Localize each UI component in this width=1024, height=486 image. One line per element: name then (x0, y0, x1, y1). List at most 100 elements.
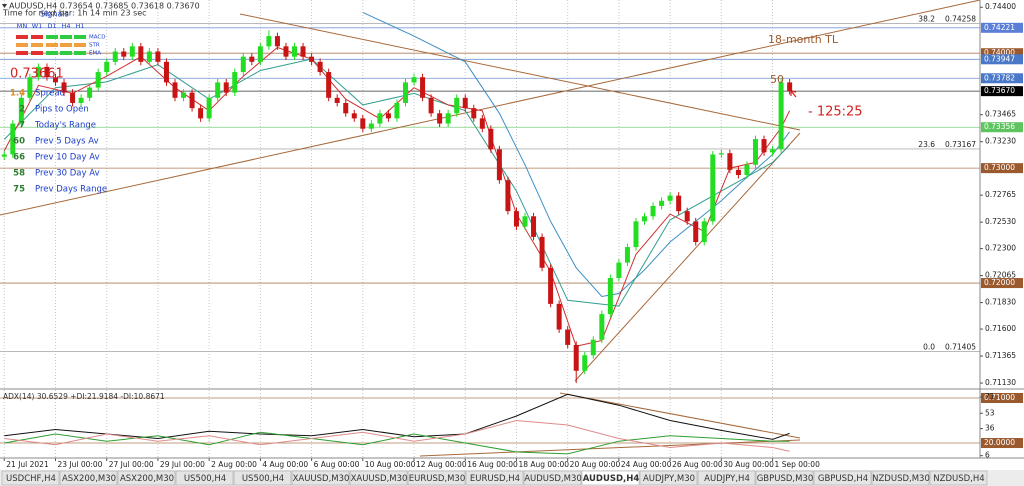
tab-label[interactable]: GBPUSD,M30 (757, 474, 814, 484)
candle-body (659, 200, 665, 206)
tab[interactable] (639, 470, 698, 486)
tab[interactable] (349, 470, 408, 486)
tab[interactable] (59, 470, 118, 486)
level-box (981, 392, 1023, 403)
tab[interactable] (813, 470, 872, 486)
tab-label[interactable]: NZDUSD,M30 (872, 474, 930, 484)
fib-price-label: 0.73167 (945, 140, 976, 149)
candle-body (727, 153, 733, 170)
candle-body (573, 344, 579, 371)
y-tick-label: 36 (985, 424, 995, 433)
tab-label[interactable]: AUDJPY,H4 (704, 474, 750, 484)
annotation: 0.73661 (10, 67, 64, 82)
tab-label[interactable]: USDCHF,H4 (6, 474, 56, 484)
tab-label[interactable]: US500,H4 (184, 474, 226, 484)
level-box (981, 48, 1023, 59)
annotation: 50 (770, 73, 784, 86)
tab[interactable] (407, 470, 466, 486)
candle-body (752, 139, 758, 165)
candle-body (539, 236, 545, 268)
stat-label: Prev Days Range (35, 185, 107, 195)
candle-body (513, 211, 519, 227)
tab[interactable] (755, 470, 814, 486)
tab-label[interactable]: XAUUSD,M30 (351, 474, 408, 484)
signal-cell (60, 43, 72, 47)
tab-label[interactable]: ASX200,M30 (120, 474, 174, 484)
tab[interactable] (117, 470, 176, 486)
tab[interactable] (233, 470, 292, 486)
y-tick-label: 6 (985, 451, 990, 460)
trendline-18-month (0, 0, 981, 216)
stat-label: Spread (35, 89, 65, 99)
stat-label: Prev 5 Days Av (35, 137, 99, 147)
tab-label[interactable]: GBPUSD,H4 (818, 474, 868, 484)
candle-body (155, 51, 161, 62)
candle-body (744, 164, 750, 176)
tab[interactable] (697, 470, 756, 486)
signal-indicator: MACD (89, 35, 106, 41)
tab-label[interactable]: NZDUSD,H4 (933, 474, 984, 484)
trendline-descending (239, 13, 801, 131)
tab-label[interactable]: EURUSD,H4 (470, 474, 520, 484)
candle-body (61, 82, 67, 93)
candle-body (18, 97, 24, 124)
candle-body (343, 102, 349, 114)
candle-body (676, 195, 682, 212)
signal-indicator: EMA (89, 51, 101, 57)
y-tick-label: 0.71600 (985, 324, 1016, 333)
x-tick-label: 26 Aug 00:00 (672, 460, 723, 469)
x-tick-label: 30 Aug 00:00 (723, 460, 774, 469)
y-tick-label: 71 (985, 392, 995, 401)
tab[interactable] (581, 470, 640, 486)
signal-indicator: STR (89, 43, 100, 49)
tab[interactable] (523, 470, 582, 486)
tab-label[interactable]: AUDUSD,M30 (524, 474, 582, 484)
level-label: 0.73670 (984, 86, 1015, 95)
signal-cell (31, 35, 43, 39)
x-tick-label: 27 Jul 00:00 (109, 460, 154, 469)
candle-body (556, 303, 562, 330)
indicator-title: ADX(14) 30.6529 +DI:21.9184 -DI:10.8671 (3, 392, 165, 401)
signal-timeframe: MN (17, 22, 28, 30)
candle-body (616, 262, 622, 279)
candle-body (565, 329, 571, 345)
candle-body (300, 46, 306, 57)
candle-body (70, 92, 76, 103)
tab[interactable] (291, 470, 350, 486)
tab-label[interactable]: ASX200,M30 (62, 474, 116, 484)
tab[interactable] (1, 470, 60, 486)
candle-body (138, 46, 144, 62)
x-tick-label: 1 Sep 00:00 (775, 460, 821, 469)
tab-label[interactable]: XAUUSD,M30 (293, 474, 350, 484)
fib-price-label: 0.74258 (945, 15, 976, 24)
tab-label[interactable]: AUDUSD,H4 (583, 474, 640, 484)
candle-body (548, 267, 554, 304)
tab[interactable] (871, 470, 930, 486)
x-tick-label: 20 Aug 00:00 (570, 460, 621, 469)
level-label: 0.73000 (984, 163, 1015, 172)
candle-body (283, 46, 289, 57)
annotation: - 125:25 (808, 105, 863, 120)
tab-label[interactable]: US500,H4 (242, 474, 284, 484)
tab-label[interactable]: EURUSD,M30 (409, 474, 466, 484)
candle-body (735, 169, 741, 176)
candle-body (531, 216, 537, 237)
tab[interactable] (929, 470, 988, 486)
candle-body (27, 77, 33, 98)
candle-body (52, 77, 58, 83)
stat-value: 66 (13, 153, 25, 163)
signal-cell (31, 51, 43, 55)
candle-body (454, 97, 460, 114)
y-tick-label: 0.71365 (985, 351, 1016, 360)
candle-body (377, 113, 383, 124)
tab[interactable] (465, 470, 524, 486)
candle-body (590, 339, 596, 356)
candle-body (582, 355, 588, 371)
tab-label[interactable]: AUDJPY,M30 (643, 474, 695, 484)
candle-body (488, 128, 494, 150)
candle-body (479, 118, 485, 129)
tab[interactable] (175, 470, 234, 486)
level-box (981, 122, 1023, 133)
fib-level-label: 23.6 (918, 140, 935, 149)
